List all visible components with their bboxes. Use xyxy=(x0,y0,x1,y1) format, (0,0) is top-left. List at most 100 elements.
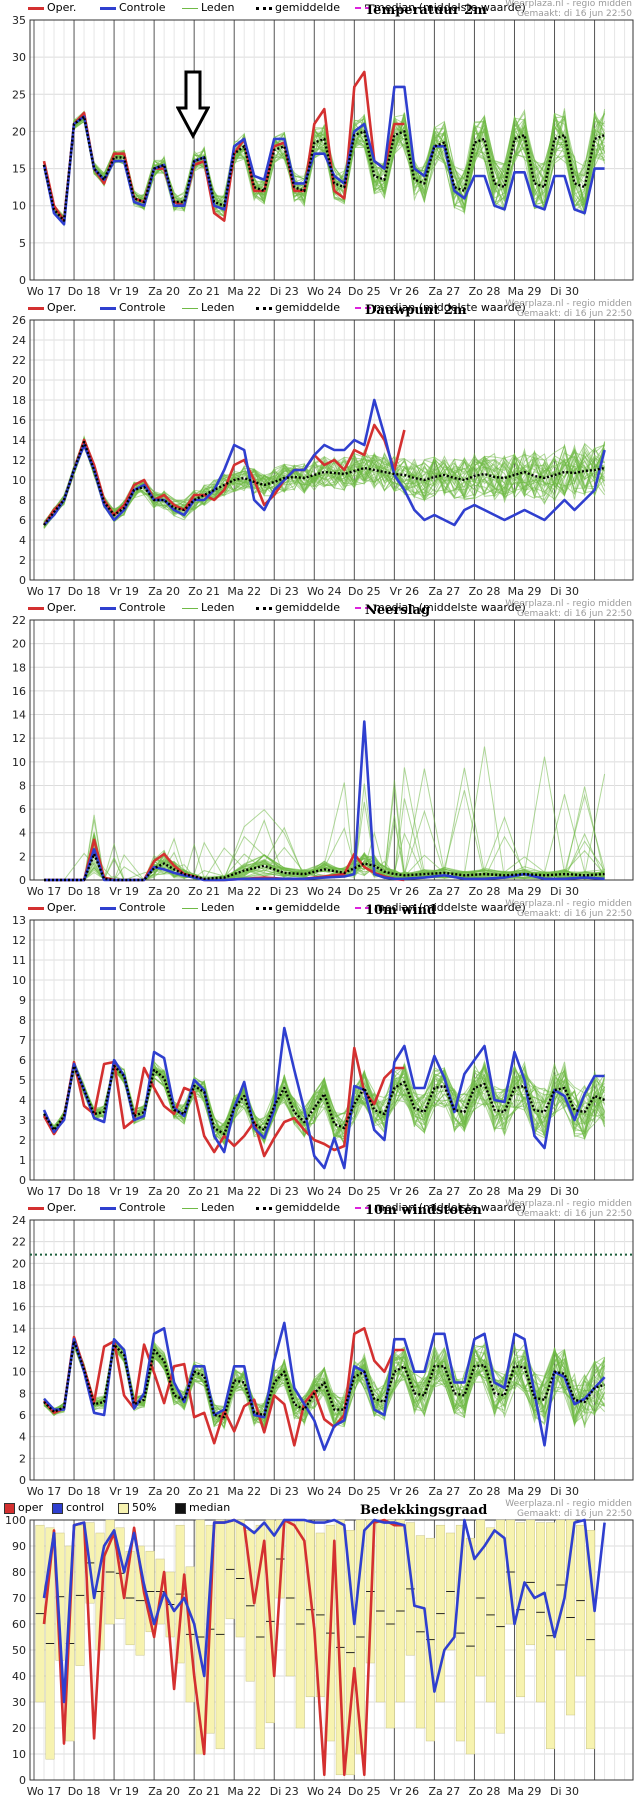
legend-item: Leden xyxy=(182,301,234,314)
x-tick-label: Za 27 xyxy=(429,1485,461,1498)
y-tick-label: 16 xyxy=(12,1301,26,1314)
y-tick-label: 0 xyxy=(19,1174,26,1187)
chart-panel-1: 0 5 10 15 20 25 30 35 Wo 17 Do 18 Vr 19 Za 20 Zo 21 M… xyxy=(0,0,635,300)
y-tick-label: 13 xyxy=(12,914,26,927)
series-line-gemiddelde xyxy=(44,852,605,882)
legend-label: Controle xyxy=(119,1,166,14)
legend-swatch xyxy=(100,606,116,610)
series-line-gemiddelde xyxy=(42,115,606,222)
legend-item: control xyxy=(52,1501,104,1514)
x-tick-label: Za 20 xyxy=(148,1485,180,1498)
chart-title: Neerslag xyxy=(365,603,431,618)
member-line xyxy=(43,1344,605,1427)
legend-label: gemiddelde xyxy=(275,901,341,914)
y-tick-label: 100 xyxy=(5,1514,26,1527)
legend: Oper. Controle Leden gemiddelde median (midd… xyxy=(0,0,635,14)
legend-item: gemiddelde xyxy=(256,601,340,614)
y-tick-label: 50 xyxy=(12,1644,26,1657)
legend-label: Oper. xyxy=(47,301,77,314)
legend-swatch xyxy=(355,307,371,309)
x-tick-label: Di 23 xyxy=(270,585,299,598)
x-tick-label: Wo 24 xyxy=(307,1785,341,1798)
legend-swatch xyxy=(182,7,198,9)
y-tick-label: 12 xyxy=(12,732,26,745)
source-credit: Weerplaza.nl - regio midden Gemaakt: di 1… xyxy=(505,599,632,619)
y-tick-label: 18 xyxy=(12,1279,26,1292)
plot-frame xyxy=(29,1219,634,1481)
series-line-oper xyxy=(42,1046,405,1158)
legend-label: gemiddelde xyxy=(275,301,341,314)
y-tick-label: 12 xyxy=(12,1344,26,1357)
y-tick-label: 12 xyxy=(12,934,26,947)
legend-item: gemiddelde xyxy=(256,1,340,14)
legend-label: Leden xyxy=(201,1201,235,1214)
series-line-gemiddelde xyxy=(43,1340,605,1419)
y-tick-label: 20 xyxy=(12,374,26,387)
x-tick-label: Ma 29 xyxy=(508,1185,542,1198)
y-tick-label: 10 xyxy=(12,1748,26,1761)
series-line-controle xyxy=(43,1321,606,1451)
x-tick-label: Wo 17 xyxy=(27,585,61,598)
legend-label: control xyxy=(66,1501,105,1514)
x-tick-label: Zo 28 xyxy=(469,585,501,598)
x-tick-label: Zo 28 xyxy=(469,1785,501,1798)
legend-label: Oper. xyxy=(47,901,77,914)
y-tick-label: 22 xyxy=(12,1236,26,1249)
x-tick-label: Ma 29 xyxy=(508,585,542,598)
x-tick-label: Di 30 xyxy=(550,885,579,898)
x-tick-label: Di 23 xyxy=(270,1185,299,1198)
plot-frame xyxy=(29,319,634,581)
x-tick-label: Do 25 xyxy=(348,1785,381,1798)
x-tick-label: Vr 26 xyxy=(390,585,420,598)
y-tick-label: 30 xyxy=(12,1696,26,1709)
x-tick-label: Za 27 xyxy=(429,285,461,298)
legend-label: median xyxy=(189,1501,231,1514)
y-tick-label: 6 xyxy=(19,803,26,816)
y-tick-label: 0 xyxy=(19,1474,26,1487)
legend-label: Oper. xyxy=(47,1201,77,1214)
legend-swatch xyxy=(182,907,198,909)
legend-label: Controle xyxy=(119,301,166,314)
x-tick-label: Do 25 xyxy=(348,585,381,598)
x-tick-label: Zo 28 xyxy=(469,885,501,898)
y-tick-label: 16 xyxy=(12,414,26,427)
x-tick-label: Do 25 xyxy=(348,885,381,898)
legend-item: Oper. xyxy=(28,301,76,314)
y-tick-label: 8 xyxy=(19,779,26,792)
legend-item: Controle xyxy=(100,1,166,14)
legend-swatch xyxy=(28,306,44,310)
member-line xyxy=(43,1343,606,1426)
x-tick-label: Wo 24 xyxy=(307,1485,341,1498)
x-tick-label: Ma 22 xyxy=(227,885,261,898)
plot-frame xyxy=(29,19,634,281)
series-line-gemiddelde xyxy=(42,1064,606,1136)
x-tick-label: Vr 19 xyxy=(109,1185,139,1198)
grid xyxy=(30,919,633,1181)
source-text: Weerplaza.nl - regio midden xyxy=(505,899,632,909)
y-tick-label: 2 xyxy=(19,1452,26,1465)
legend-item: gemiddelde xyxy=(256,301,340,314)
legend-swatch xyxy=(355,907,371,909)
x-tick-label: Zo 21 xyxy=(188,1485,220,1498)
y-tick-label: 4 xyxy=(19,534,26,547)
legend-item: Oper. xyxy=(28,1,76,14)
x-tick-label: Di 30 xyxy=(550,585,579,598)
x-tick-label: Di 30 xyxy=(550,1185,579,1198)
x-tick-label: Vr 19 xyxy=(109,585,139,598)
x-tick-label: Di 23 xyxy=(270,885,299,898)
x-tick-label: Za 27 xyxy=(429,585,461,598)
legend-label: 50% xyxy=(132,1501,157,1514)
y-tick-label: 6 xyxy=(19,1054,26,1067)
x-tick-label: Wo 24 xyxy=(307,885,341,898)
legend-label: Oper. xyxy=(47,601,77,614)
x-tick-label: Wo 17 xyxy=(27,1485,61,1498)
legend-swatch xyxy=(100,1206,116,1210)
y-tick-label: 24 xyxy=(12,1214,26,1227)
source-text: Weerplaza.nl - regio midden xyxy=(505,0,632,9)
made-text: Gemaakt: di 16 jun 22:50 xyxy=(516,609,632,619)
y-tick-label: 5 xyxy=(19,237,26,250)
legend-swatch xyxy=(256,6,272,10)
y-tick-label: 26 xyxy=(12,314,26,327)
chart-panel-5: 0 2 4 6 8 10 12 14 16 18 20 22 24 Wo 17 Do 18 Vr 19 Za 2… xyxy=(0,1199,635,1500)
